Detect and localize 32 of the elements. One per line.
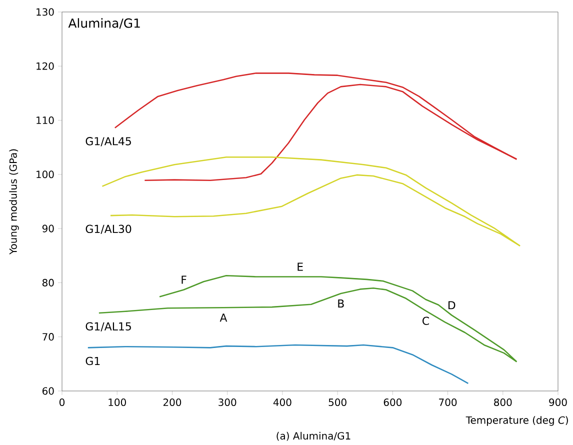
text: (a) Alumina/G1: [276, 432, 350, 441]
x-tick-label: 200: [163, 398, 182, 406]
y-axis-title: Young modulus (GPa): [9, 149, 19, 255]
series-label: G1/AL15: [86, 322, 131, 332]
y-tick-label: 90: [42, 224, 54, 232]
series-label: G1: [86, 356, 100, 366]
y-tick-label: 110: [36, 116, 54, 124]
y-tick-label: 100: [36, 170, 54, 178]
x-tick-label: 100: [108, 398, 126, 406]
series-label: G1/AL30: [86, 224, 132, 234]
y-tick-label: 60: [42, 387, 54, 395]
x-tick-label: 700: [439, 398, 457, 406]
x-tick-label: 900: [549, 398, 567, 406]
annotation: C: [422, 316, 429, 325]
x-tick-label: 400: [273, 398, 292, 406]
y-tick-label: 70: [42, 333, 54, 341]
x-tick-label: 500: [328, 398, 346, 406]
x-tick-label: 300: [218, 398, 236, 406]
y-tick-label: 120: [36, 62, 54, 70]
annotation: B: [338, 300, 344, 308]
annotation: E: [298, 262, 303, 271]
x-axis-title: Temperature (deg C): [466, 416, 568, 426]
annotation: D: [448, 301, 456, 310]
annotation: F: [182, 276, 186, 284]
x-tick-label: 600: [384, 398, 402, 406]
annotation: A: [220, 314, 228, 322]
y-tick-label: 80: [42, 278, 54, 286]
x-tick-label: 800: [494, 398, 512, 406]
y-tick-label: 130: [36, 8, 54, 16]
chart-title: Alumina/G1: [68, 18, 140, 29]
x-tick-label: 0: [59, 398, 65, 406]
series-label: G1/AL45: [86, 137, 131, 146]
